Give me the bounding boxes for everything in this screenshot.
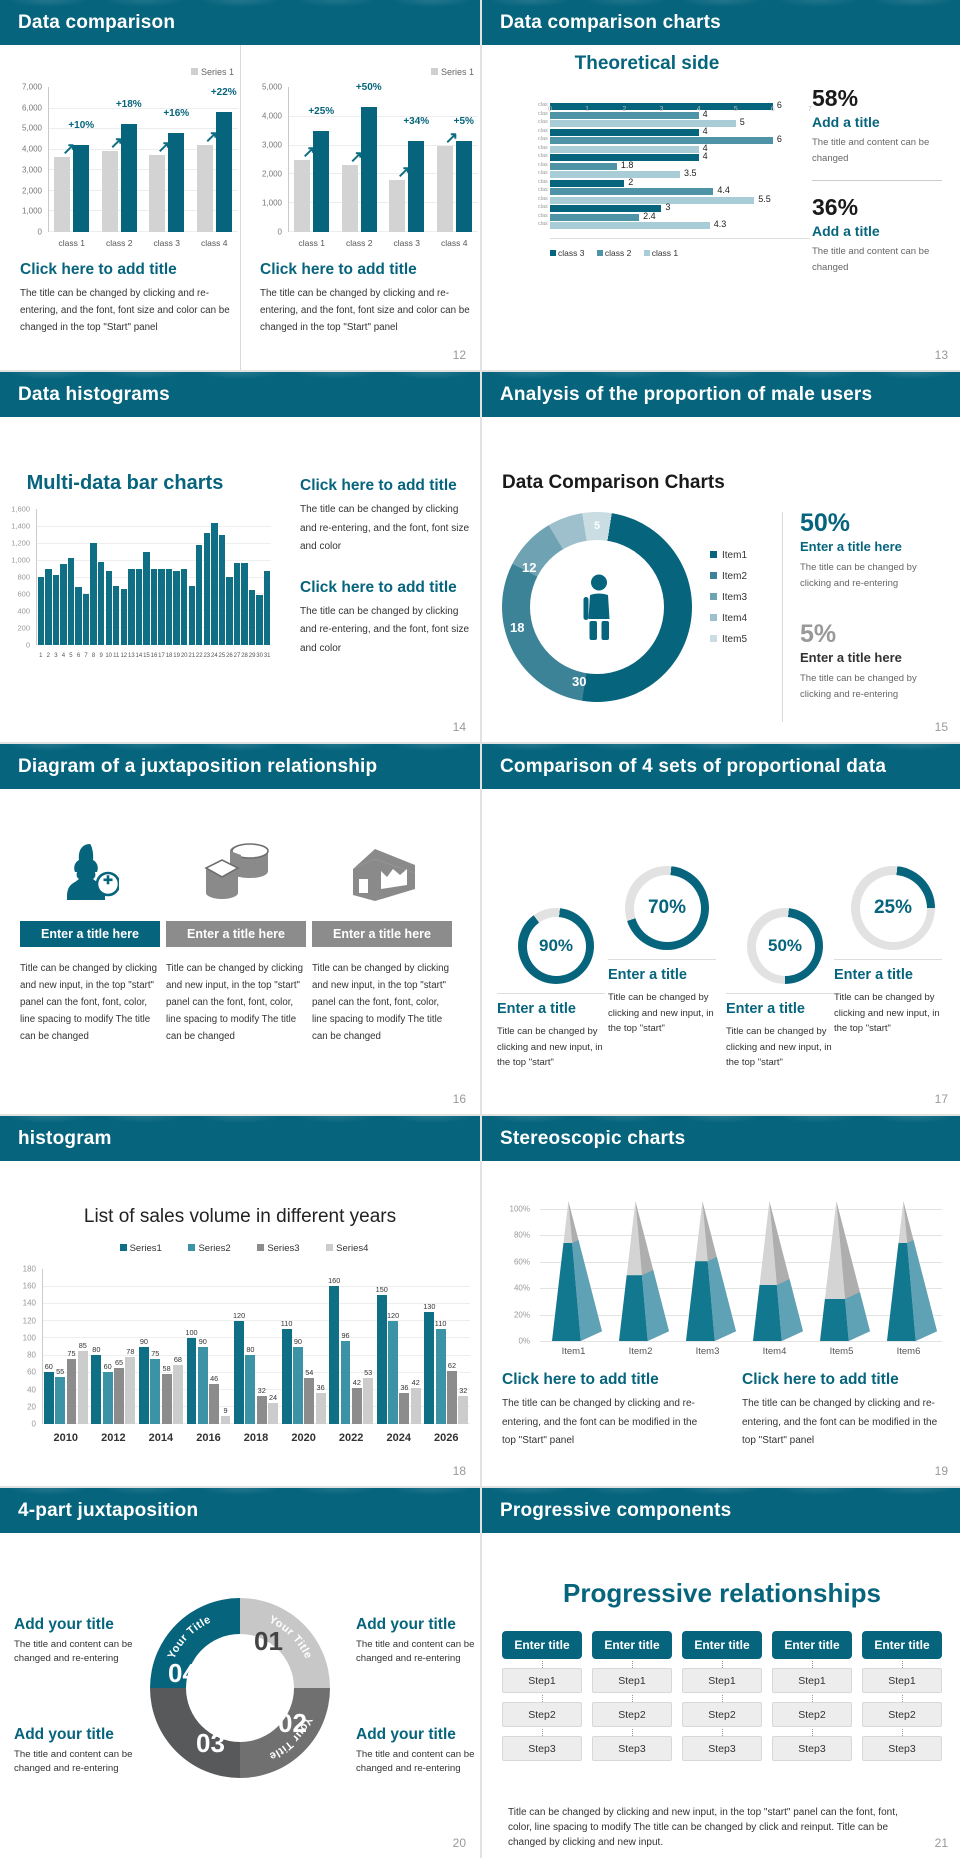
svg-text:Your Title: Your Title: [166, 1614, 213, 1661]
